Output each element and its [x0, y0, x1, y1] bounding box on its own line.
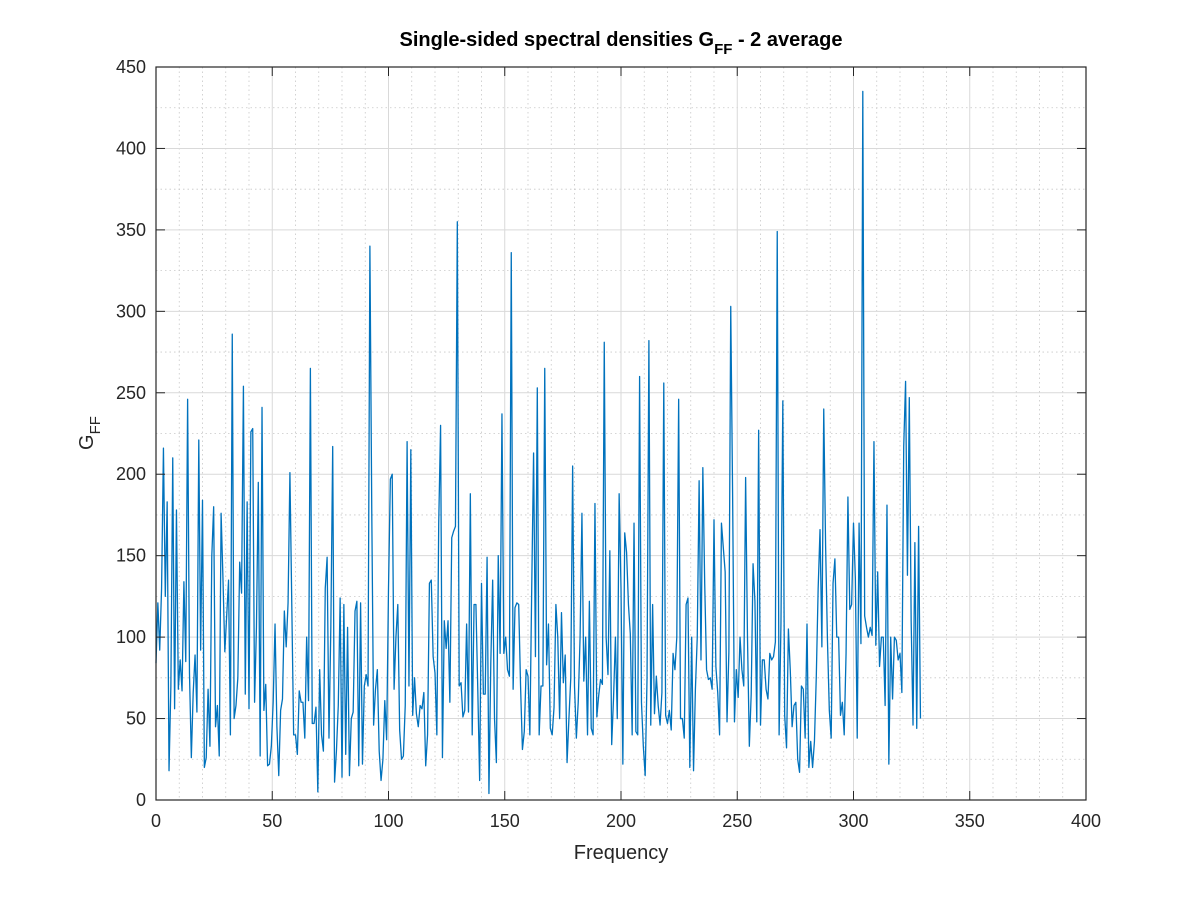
x-tick-label: 100	[373, 811, 403, 831]
y-tick-label: 400	[116, 138, 146, 158]
x-tick-label: 350	[955, 811, 985, 831]
y-tick-label: 350	[116, 220, 146, 240]
y-tick-label: 450	[116, 57, 146, 77]
y-axis-label-subscript: FF	[87, 416, 104, 434]
y-axis-ticks: 0 50 100 150 200 250 300 350 400 450	[116, 57, 1086, 810]
y-axis-label: GFF	[76, 416, 104, 450]
chart-title-suffix: - 2 average	[732, 29, 842, 51]
y-tick-label: 150	[116, 546, 146, 566]
y-tick-label: 300	[116, 301, 146, 321]
x-tick-label: 0	[151, 811, 161, 831]
y-tick-label: 250	[116, 383, 146, 403]
x-tick-label: 200	[606, 811, 636, 831]
y-axis-label-main: G	[76, 434, 98, 450]
y-tick-label: 100	[116, 627, 146, 647]
x-tick-label: 250	[722, 811, 752, 831]
chart-title-main: Single-sided spectral densities G	[400, 29, 715, 51]
chart-title: Single-sided spectral densities GFF - 2 …	[400, 29, 843, 58]
y-tick-label: 200	[116, 464, 146, 484]
series-line	[155, 90, 922, 795]
x-tick-label: 150	[490, 811, 520, 831]
x-tick-label: 300	[838, 811, 868, 831]
x-axis-ticks: 0 50 100 150 200 250 300 350 400	[151, 67, 1101, 831]
y-tick-label: 50	[126, 709, 146, 729]
y-tick-label: 0	[136, 790, 146, 810]
x-tick-label: 400	[1071, 811, 1101, 831]
chart-title-subscript: FF	[714, 41, 732, 58]
x-axis-label: Frequency	[574, 842, 669, 864]
x-tick-label: 50	[262, 811, 282, 831]
